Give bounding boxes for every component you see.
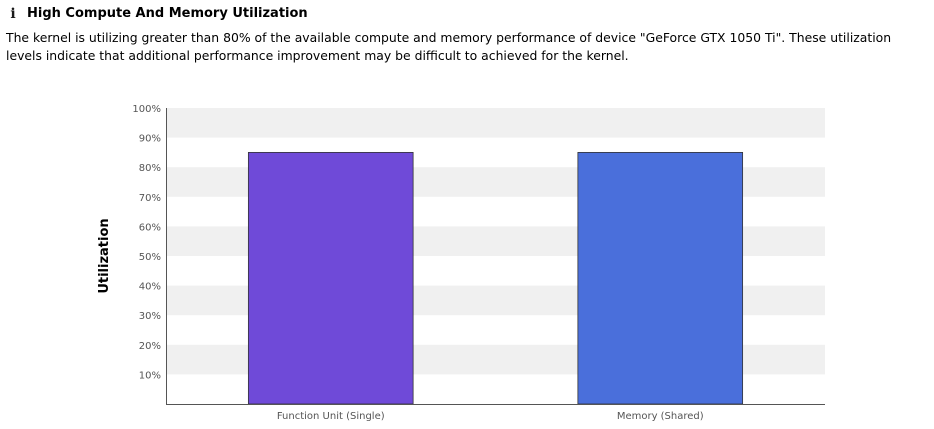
y-tick-label: 50% <box>139 252 161 263</box>
y-tick-label: 20% <box>139 341 161 352</box>
y-tick-label: 40% <box>139 282 161 293</box>
x-category-label: Function Unit (Single) <box>277 411 385 422</box>
bar-memory-shared <box>577 151 744 405</box>
y-axis-title: Utilization <box>97 218 112 293</box>
y-tick-label: 10% <box>139 370 161 381</box>
grid-band <box>166 108 825 138</box>
section-header: i High Compute And Memory Utilization <box>8 5 308 23</box>
y-tick-label: 60% <box>139 222 161 233</box>
y-tick-label: 80% <box>139 163 161 174</box>
y-tick-label: 100% <box>132 104 161 115</box>
bar-function-unit-single <box>247 151 414 405</box>
info-icon: i <box>10 6 16 22</box>
y-tick-label: 30% <box>139 311 161 322</box>
description-text: The kernel is utilizing greater than 80%… <box>6 30 892 63</box>
x-category-label: Memory (Shared) <box>617 411 704 422</box>
y-tick-label: 90% <box>139 134 161 145</box>
section-title: High Compute And Memory Utilization <box>27 6 308 21</box>
y-tick-label: 70% <box>139 193 161 204</box>
